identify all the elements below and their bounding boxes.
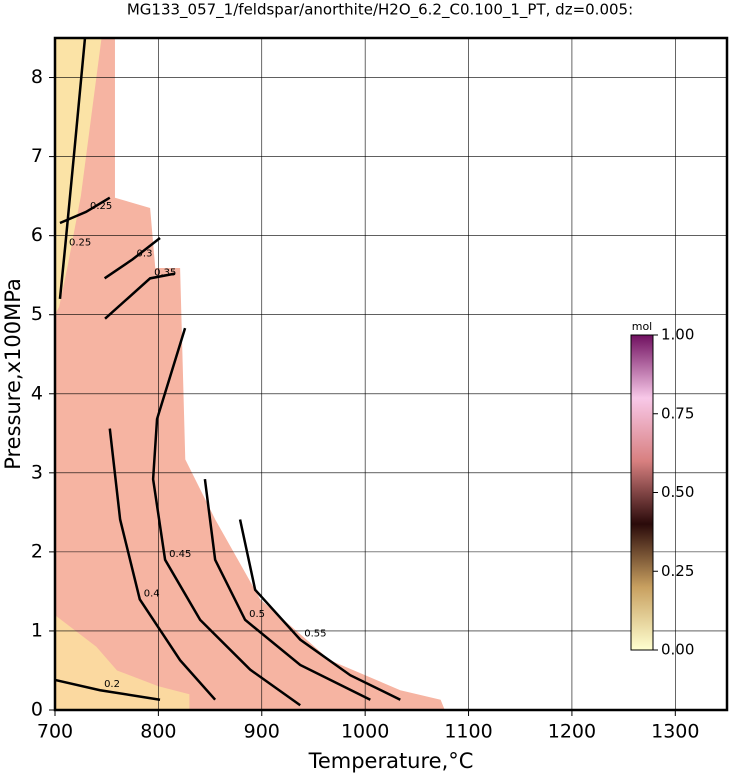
contour-label: 0.45 [169, 549, 191, 560]
y-axis-label: Pressure,x100MPa [1, 278, 25, 470]
contour-line [104, 272, 176, 320]
stability-region [55, 38, 102, 315]
colorbar-tick-label: 0.00 [661, 641, 694, 659]
contour-label: 0.25 [69, 237, 91, 248]
contour-line [54, 678, 161, 701]
colorbar-label: mol [632, 320, 653, 333]
plot-frame [53, 36, 729, 712]
colorbar-tick-label: 0.25 [661, 562, 694, 580]
y-tick-label: 6 [31, 224, 43, 246]
colorbar-tick-label: 1.00 [661, 326, 694, 344]
y-tick-label: 5 [31, 303, 43, 325]
contour-label: 0.25 [90, 201, 112, 212]
y-tick-label: 4 [31, 382, 43, 404]
x-tick-label: 900 [244, 721, 280, 743]
contour-line [238, 519, 401, 701]
contour-line [108, 428, 217, 701]
y-tick-label: 1 [31, 619, 43, 641]
x-tick-label: 1200 [548, 721, 596, 743]
chart-title: MG133_057_1/feldspar/anorthite/H2O_6.2_C… [127, 1, 633, 20]
x-tick-label: 800 [140, 721, 176, 743]
x-tick-label: 700 [37, 721, 73, 743]
contour-line [151, 327, 301, 707]
colorbar-tick-label: 0.75 [661, 404, 694, 422]
stability-region [55, 38, 445, 710]
y-tick-label: 0 [31, 699, 43, 721]
contour-label: 0.3 [137, 248, 153, 259]
contour-label: 0.55 [304, 629, 326, 640]
x-axis-label: Temperature,°C [308, 749, 474, 773]
colorbar [630, 334, 654, 651]
contour-line [58, 37, 87, 300]
x-tick-label: 1000 [341, 721, 389, 743]
y-tick-label: 7 [31, 145, 43, 167]
x-tick-label: 1300 [651, 721, 699, 743]
contour-label: 0.2 [104, 679, 120, 690]
colorbar-tick-label: 0.50 [661, 483, 694, 501]
contour-line [59, 196, 111, 225]
contour-label: 0.4 [144, 588, 160, 599]
contour-label: 0.5 [249, 609, 265, 620]
contour-line [203, 478, 371, 701]
stability-region [55, 615, 190, 710]
x-tick-label: 1100 [444, 721, 492, 743]
contour-label: 0.35 [154, 267, 176, 278]
y-tick-label: 2 [31, 540, 43, 562]
y-tick-label: 8 [31, 66, 43, 88]
y-tick-label: 3 [31, 461, 43, 483]
contour-line [103, 237, 161, 280]
